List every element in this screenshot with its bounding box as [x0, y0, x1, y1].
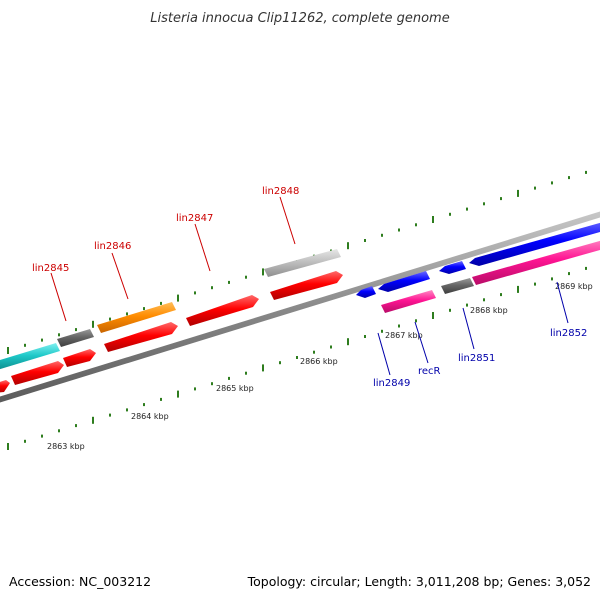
- gene-arrow-lin2852[interactable]: [469, 220, 600, 266]
- scale-label-2869: 2869 kbp: [555, 282, 593, 291]
- gene-arrow-gray[interactable]: [57, 329, 94, 347]
- topology-text: Topology: circular; Length: 3,011,208 bp…: [247, 574, 591, 589]
- leader-line-lin2845: [50, 272, 67, 322]
- scale-label-2865: 2865 kbp: [216, 384, 254, 393]
- scale-label-2867: 2867 kbp: [385, 331, 423, 340]
- gene-arrow-blue-b[interactable]: [378, 271, 430, 292]
- scale-label-2866: 2866 kbp: [300, 357, 338, 366]
- reverse-strand: [356, 220, 600, 313]
- gene-arrow-pink-b[interactable]: [472, 238, 600, 285]
- gene-arrow-red-a[interactable]: [11, 361, 64, 385]
- gene-arrow-red-b[interactable]: [104, 322, 178, 352]
- gene-arrow-lin2845[interactable]: [63, 349, 96, 367]
- leader-line-lin2846: [111, 252, 129, 300]
- leader-line-recR: [414, 321, 429, 364]
- gene-arrow-cyan[interactable]: [0, 343, 60, 371]
- leader-line-lin2847: [194, 223, 211, 272]
- dna-backbone: [0, 211, 600, 403]
- gene-arrow-recR[interactable]: [381, 290, 436, 313]
- leader-line-lin2849: [377, 332, 391, 376]
- gene-arrow-lin2851[interactable]: [441, 278, 474, 294]
- leader-line-lin2848: [279, 196, 296, 245]
- forward-labels: lin2845 lin2846 lin2847 lin2848: [32, 186, 299, 322]
- reverse-labels: lin2849 recR lin2851 lin2852: [373, 281, 587, 389]
- gene-arrow-lin2848[interactable]: [264, 249, 341, 277]
- gene-label-lin2851[interactable]: lin2851: [458, 353, 495, 364]
- gene-label-lin2852[interactable]: lin2852: [550, 328, 587, 339]
- leader-line-lin2851: [462, 307, 475, 350]
- upper-tick-row: [7, 170, 587, 354]
- gene-label-lin2845[interactable]: lin2845: [32, 263, 69, 274]
- gene-arrow-lin2847[interactable]: [186, 295, 259, 326]
- gene-arrow-blue-c[interactable]: [439, 261, 466, 274]
- scale-label-2868: 2868 kbp: [470, 306, 508, 315]
- forward-strand: [0, 249, 343, 393]
- accession-text: Accession: NC_003212: [9, 574, 151, 589]
- gene-label-lin2849[interactable]: lin2849: [373, 378, 410, 389]
- gene-arrow-lin2849[interactable]: [356, 286, 376, 298]
- leader-line-lin2852: [556, 281, 569, 324]
- lower-tick-row: [7, 266, 587, 450]
- scale-labels: 2863 kbp 2864 kbp 2865 kbp 2866 kbp 2867…: [47, 282, 593, 451]
- gene-label-recR[interactable]: recR: [418, 366, 441, 377]
- scale-label-2864: 2864 kbp: [131, 412, 169, 421]
- gene-label-lin2848[interactable]: lin2848: [262, 186, 299, 197]
- gene-arrow-red-c[interactable]: [270, 271, 343, 300]
- gene-label-lin2846[interactable]: lin2846: [94, 241, 131, 252]
- gene-label-lin2847[interactable]: lin2847: [176, 213, 213, 224]
- map-title: Listeria innocua Clip11262, complete gen…: [150, 11, 449, 26]
- gene-arrow-red-edge[interactable]: [0, 380, 10, 393]
- scale-label-2863: 2863 kbp: [47, 442, 85, 451]
- gene-arrow-lin2846[interactable]: [97, 302, 176, 333]
